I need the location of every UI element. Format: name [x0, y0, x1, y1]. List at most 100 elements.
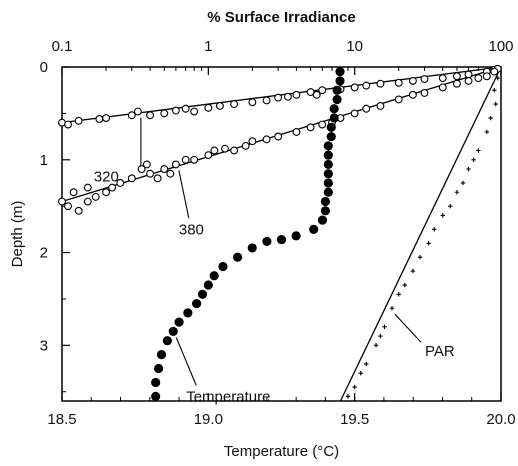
point-par [493, 101, 498, 107]
point-380 [274, 132, 283, 141]
point-temperature [197, 289, 208, 299]
left-tick-label: 0 [40, 59, 48, 76]
point-320 [215, 102, 224, 110]
point-temperature [276, 234, 287, 245]
point-380 [166, 169, 175, 178]
point-temperature [174, 317, 184, 327]
point-380 [394, 95, 403, 104]
point-380 [204, 151, 213, 160]
point-320 [408, 76, 417, 85]
point-par [432, 227, 437, 232]
point-380 [137, 165, 146, 174]
point-temperature [320, 196, 330, 207]
point-380 [262, 135, 271, 144]
point-par [352, 384, 357, 390]
top-axis-title: % Surface Irradiance [207, 9, 355, 26]
point-380 [221, 144, 229, 153]
point-temperature [309, 224, 319, 234]
point-380 [108, 183, 117, 192]
point-380 [376, 102, 385, 110]
point-temperature [329, 113, 339, 123]
left-tick-label: 1 [40, 152, 48, 169]
point-380 [127, 174, 136, 183]
point-320 [394, 78, 403, 87]
point-par [492, 87, 497, 93]
point-320 [133, 107, 142, 116]
point-320 [171, 106, 180, 115]
point-320 [262, 96, 271, 105]
point-temperature [335, 67, 345, 77]
point-380 [362, 104, 371, 113]
point-380 [292, 127, 301, 136]
point-temperature [183, 308, 193, 318]
point-380 [74, 206, 83, 215]
point-320 [292, 90, 301, 99]
point-par [471, 157, 476, 162]
fit-line-380 [61, 66, 502, 203]
annotation-leader [178, 170, 190, 219]
point-temperature [323, 159, 333, 170]
point-par [426, 241, 431, 246]
point-380 [230, 146, 239, 155]
point-320 [160, 109, 169, 118]
point-temperature [326, 131, 336, 142]
point-temperature [192, 298, 202, 309]
annotations-layer: 320 380 Temperature PAR [94, 117, 455, 405]
bottom-tick-label: 19.5 [340, 411, 369, 428]
annotation-leader [175, 337, 197, 386]
fit-line-320 [61, 66, 502, 124]
annotation-leader [394, 313, 422, 343]
point-temperature [323, 169, 333, 179]
point-temperature [247, 243, 257, 253]
point-320 [190, 107, 199, 116]
point-320 [204, 103, 213, 112]
point-temperature [151, 377, 161, 388]
point-par [389, 306, 395, 311]
bottom-tick-label: 20.0 [486, 411, 515, 428]
point-temperature [317, 215, 328, 225]
annotation-label: PAR [425, 343, 455, 360]
point-380 [83, 197, 92, 206]
top-tick-label: 10 [346, 38, 363, 55]
top-tick-label: 0.1 [52, 38, 73, 55]
point-temperature [332, 94, 342, 105]
point-320 [64, 120, 73, 129]
point-temperature [323, 178, 333, 188]
point-temperature [335, 76, 345, 86]
point-380 [116, 179, 125, 187]
point-380 [91, 192, 100, 201]
point-par [466, 166, 471, 172]
point-temperature [323, 141, 333, 151]
point-par [484, 129, 490, 135]
left-tick-label: 3 [40, 337, 48, 354]
plot-frame [61, 66, 502, 402]
point-par [402, 282, 407, 288]
point-temperature [153, 363, 164, 374]
point-320 [146, 111, 155, 120]
bottom-axis-title: Temperature (°C) [224, 443, 339, 460]
point-320 [350, 83, 359, 92]
point-380 [420, 89, 429, 97]
point-par [364, 361, 369, 367]
point-320 [127, 111, 136, 120]
point-380 [153, 174, 162, 183]
point-380 [146, 169, 155, 178]
point-380 [464, 76, 473, 85]
point-temperature [332, 85, 342, 95]
point-380 [452, 79, 461, 88]
top-tick-label: 1 [204, 38, 212, 55]
top-tick-label: 100 [488, 38, 513, 55]
point-320 [248, 98, 257, 107]
point-320 [274, 93, 283, 102]
point-temperature [218, 261, 228, 272]
point-320 [464, 70, 473, 79]
point-temperature [168, 326, 178, 337]
point-380 [69, 188, 78, 197]
point-320 [452, 72, 461, 81]
point-320 [230, 100, 239, 109]
point-380 [350, 109, 359, 118]
point-temperature [323, 150, 333, 160]
point-temperature [320, 206, 330, 216]
point-par [440, 213, 445, 218]
left-axis-title: Depth (m) [9, 201, 26, 268]
